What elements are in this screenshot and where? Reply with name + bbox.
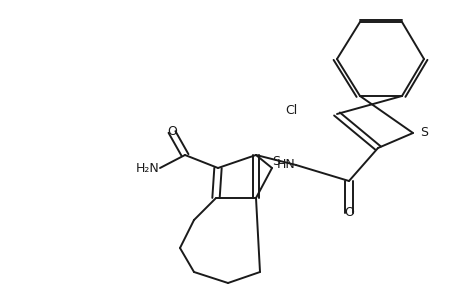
Text: Cl: Cl <box>285 103 297 116</box>
Text: S: S <box>271 155 280 168</box>
Text: HN: HN <box>277 158 295 172</box>
Text: S: S <box>419 127 427 140</box>
Text: O: O <box>343 206 353 220</box>
Text: O: O <box>167 125 177 139</box>
Text: H₂N: H₂N <box>136 161 160 175</box>
